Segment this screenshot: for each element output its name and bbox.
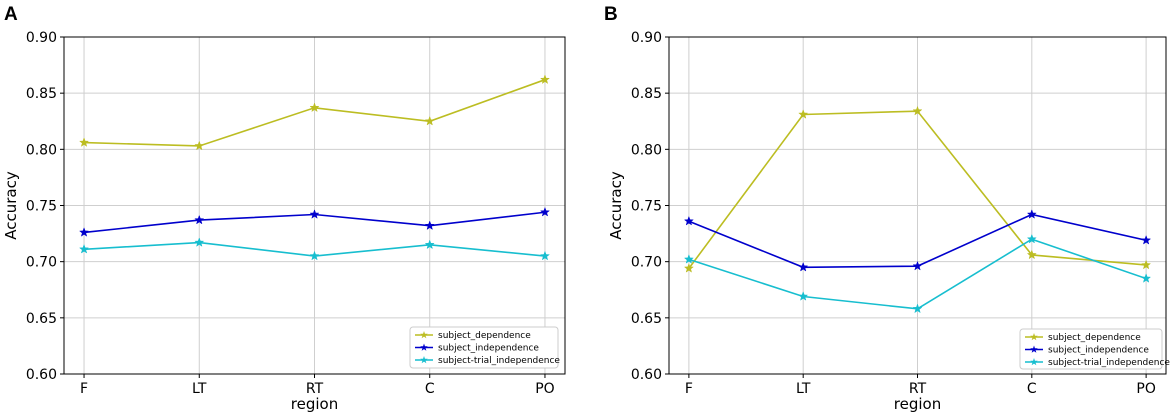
data-point-star xyxy=(194,237,205,247)
legend-label: subject_independence xyxy=(438,344,539,354)
y-tick-label: 0.70 xyxy=(26,255,57,271)
data-point-star xyxy=(1141,259,1152,270)
legend: subject_dependence subject_independencesu… xyxy=(409,326,560,369)
legend-star-icon xyxy=(1030,358,1038,366)
legend-entry: subject_dependence xyxy=(415,331,531,341)
legend-box xyxy=(409,326,559,369)
legend-star-icon xyxy=(1030,333,1038,341)
chart-panel-a: A 0.60 0.65 0.70 0.75 0.80 0.85 0.90 F LT RT C PO reg… xyxy=(2,4,566,413)
x-tick-label: LT xyxy=(796,381,811,397)
x-tick-label: RT xyxy=(909,381,927,397)
data-point-star xyxy=(78,137,90,147)
data-point-star xyxy=(424,239,435,250)
legend-label: subject_independence xyxy=(1048,346,1149,356)
legend-star-icon xyxy=(1030,345,1038,353)
legend-label: subject_dependence xyxy=(1048,333,1141,343)
data-point-star xyxy=(78,243,90,254)
y-tick-label: 0.85 xyxy=(26,86,57,102)
x-tick-label: C xyxy=(425,381,435,397)
data-point-star xyxy=(539,206,551,217)
data-point-star xyxy=(912,105,923,116)
data-point-star xyxy=(1026,209,1037,219)
data-point-star xyxy=(798,261,809,272)
data-point-star xyxy=(683,215,694,226)
legend-box xyxy=(1019,328,1163,370)
legend-star-icon xyxy=(420,343,428,351)
x-tick-label: RT xyxy=(306,381,324,397)
series-subject-trial-independence xyxy=(683,233,1152,314)
y-tick-label: 0.90 xyxy=(26,30,57,46)
data-point-star xyxy=(1026,233,1037,244)
data-point-star xyxy=(539,250,551,261)
series-subject-independence xyxy=(683,209,1152,272)
legend: subject_dependence subject_independencesu… xyxy=(1019,328,1170,370)
y-tick-label: 0.80 xyxy=(631,142,662,158)
data-point-star xyxy=(424,115,435,126)
legend-entry: subject_dependence xyxy=(1025,333,1141,343)
y-tick-label: 0.65 xyxy=(631,311,662,327)
series-subject-independence xyxy=(78,206,551,237)
legend-star-icon xyxy=(420,331,428,339)
legend-entry: subject_independence xyxy=(415,343,539,354)
x-tick-label: PO xyxy=(1136,381,1155,397)
x-axis-label: region xyxy=(894,395,941,413)
y-tick-label: 0.85 xyxy=(631,86,662,102)
y-tick-label: 0.80 xyxy=(26,142,57,158)
series-subject-dependence xyxy=(683,105,1152,273)
legend-entry: subject-trial_independence xyxy=(1025,358,1170,368)
series-subject-trial-independence xyxy=(78,237,551,261)
y-tick-label: 0.60 xyxy=(631,367,662,383)
data-point-star xyxy=(539,74,551,84)
chart-panel-b: B 0.60 0.65 0.70 0.75 0.80 0.85 0.90 F LT RT C PO reg… xyxy=(604,4,1170,413)
data-point-star xyxy=(1026,249,1037,260)
panel-label: B xyxy=(604,4,618,25)
y-tick-label: 0.70 xyxy=(631,255,662,271)
data-point-star xyxy=(683,263,694,273)
data-point-star xyxy=(1141,273,1152,283)
x-axis-label: region xyxy=(291,395,338,413)
series-subject-dependence xyxy=(78,74,551,151)
data-point-star xyxy=(78,227,90,237)
x-tick-label: F xyxy=(80,381,88,397)
legend-star-icon xyxy=(420,356,428,364)
y-tick-label: 0.60 xyxy=(26,367,57,383)
data-point-star xyxy=(683,254,694,264)
x-tick-label: LT xyxy=(192,381,207,397)
legend-entry: subject-trial_independence xyxy=(415,356,560,366)
data-point-star xyxy=(798,109,809,119)
data-point-star xyxy=(309,209,320,219)
y-tick-label: 0.65 xyxy=(26,311,57,327)
panel-label: A xyxy=(4,4,18,25)
legend-entry: subject_independence xyxy=(1025,345,1149,356)
data-point-star xyxy=(424,220,435,231)
legend-label: subject_dependence xyxy=(438,331,531,341)
data-point-star xyxy=(1141,234,1152,245)
data-point-star xyxy=(309,250,320,261)
y-axis-label: Accuracy xyxy=(2,171,20,240)
legend-label: subject-trial_independence xyxy=(438,356,560,366)
data-point-star xyxy=(194,214,205,225)
data-point-star xyxy=(912,260,923,271)
y-axis-label: Accuracy xyxy=(607,171,625,240)
x-tick-label: F xyxy=(685,381,693,397)
data-point-star xyxy=(194,140,205,151)
y-tick-label: 0.75 xyxy=(631,199,662,215)
x-tick-label: C xyxy=(1027,381,1037,397)
data-point-star xyxy=(309,102,320,113)
y-tick-label: 0.75 xyxy=(26,199,57,215)
data-point-star xyxy=(798,291,809,301)
legend-label: subject-trial_independence xyxy=(1048,358,1170,368)
x-tick-label: PO xyxy=(535,381,554,397)
data-point-star xyxy=(912,303,923,314)
y-tick-label: 0.90 xyxy=(631,30,662,46)
